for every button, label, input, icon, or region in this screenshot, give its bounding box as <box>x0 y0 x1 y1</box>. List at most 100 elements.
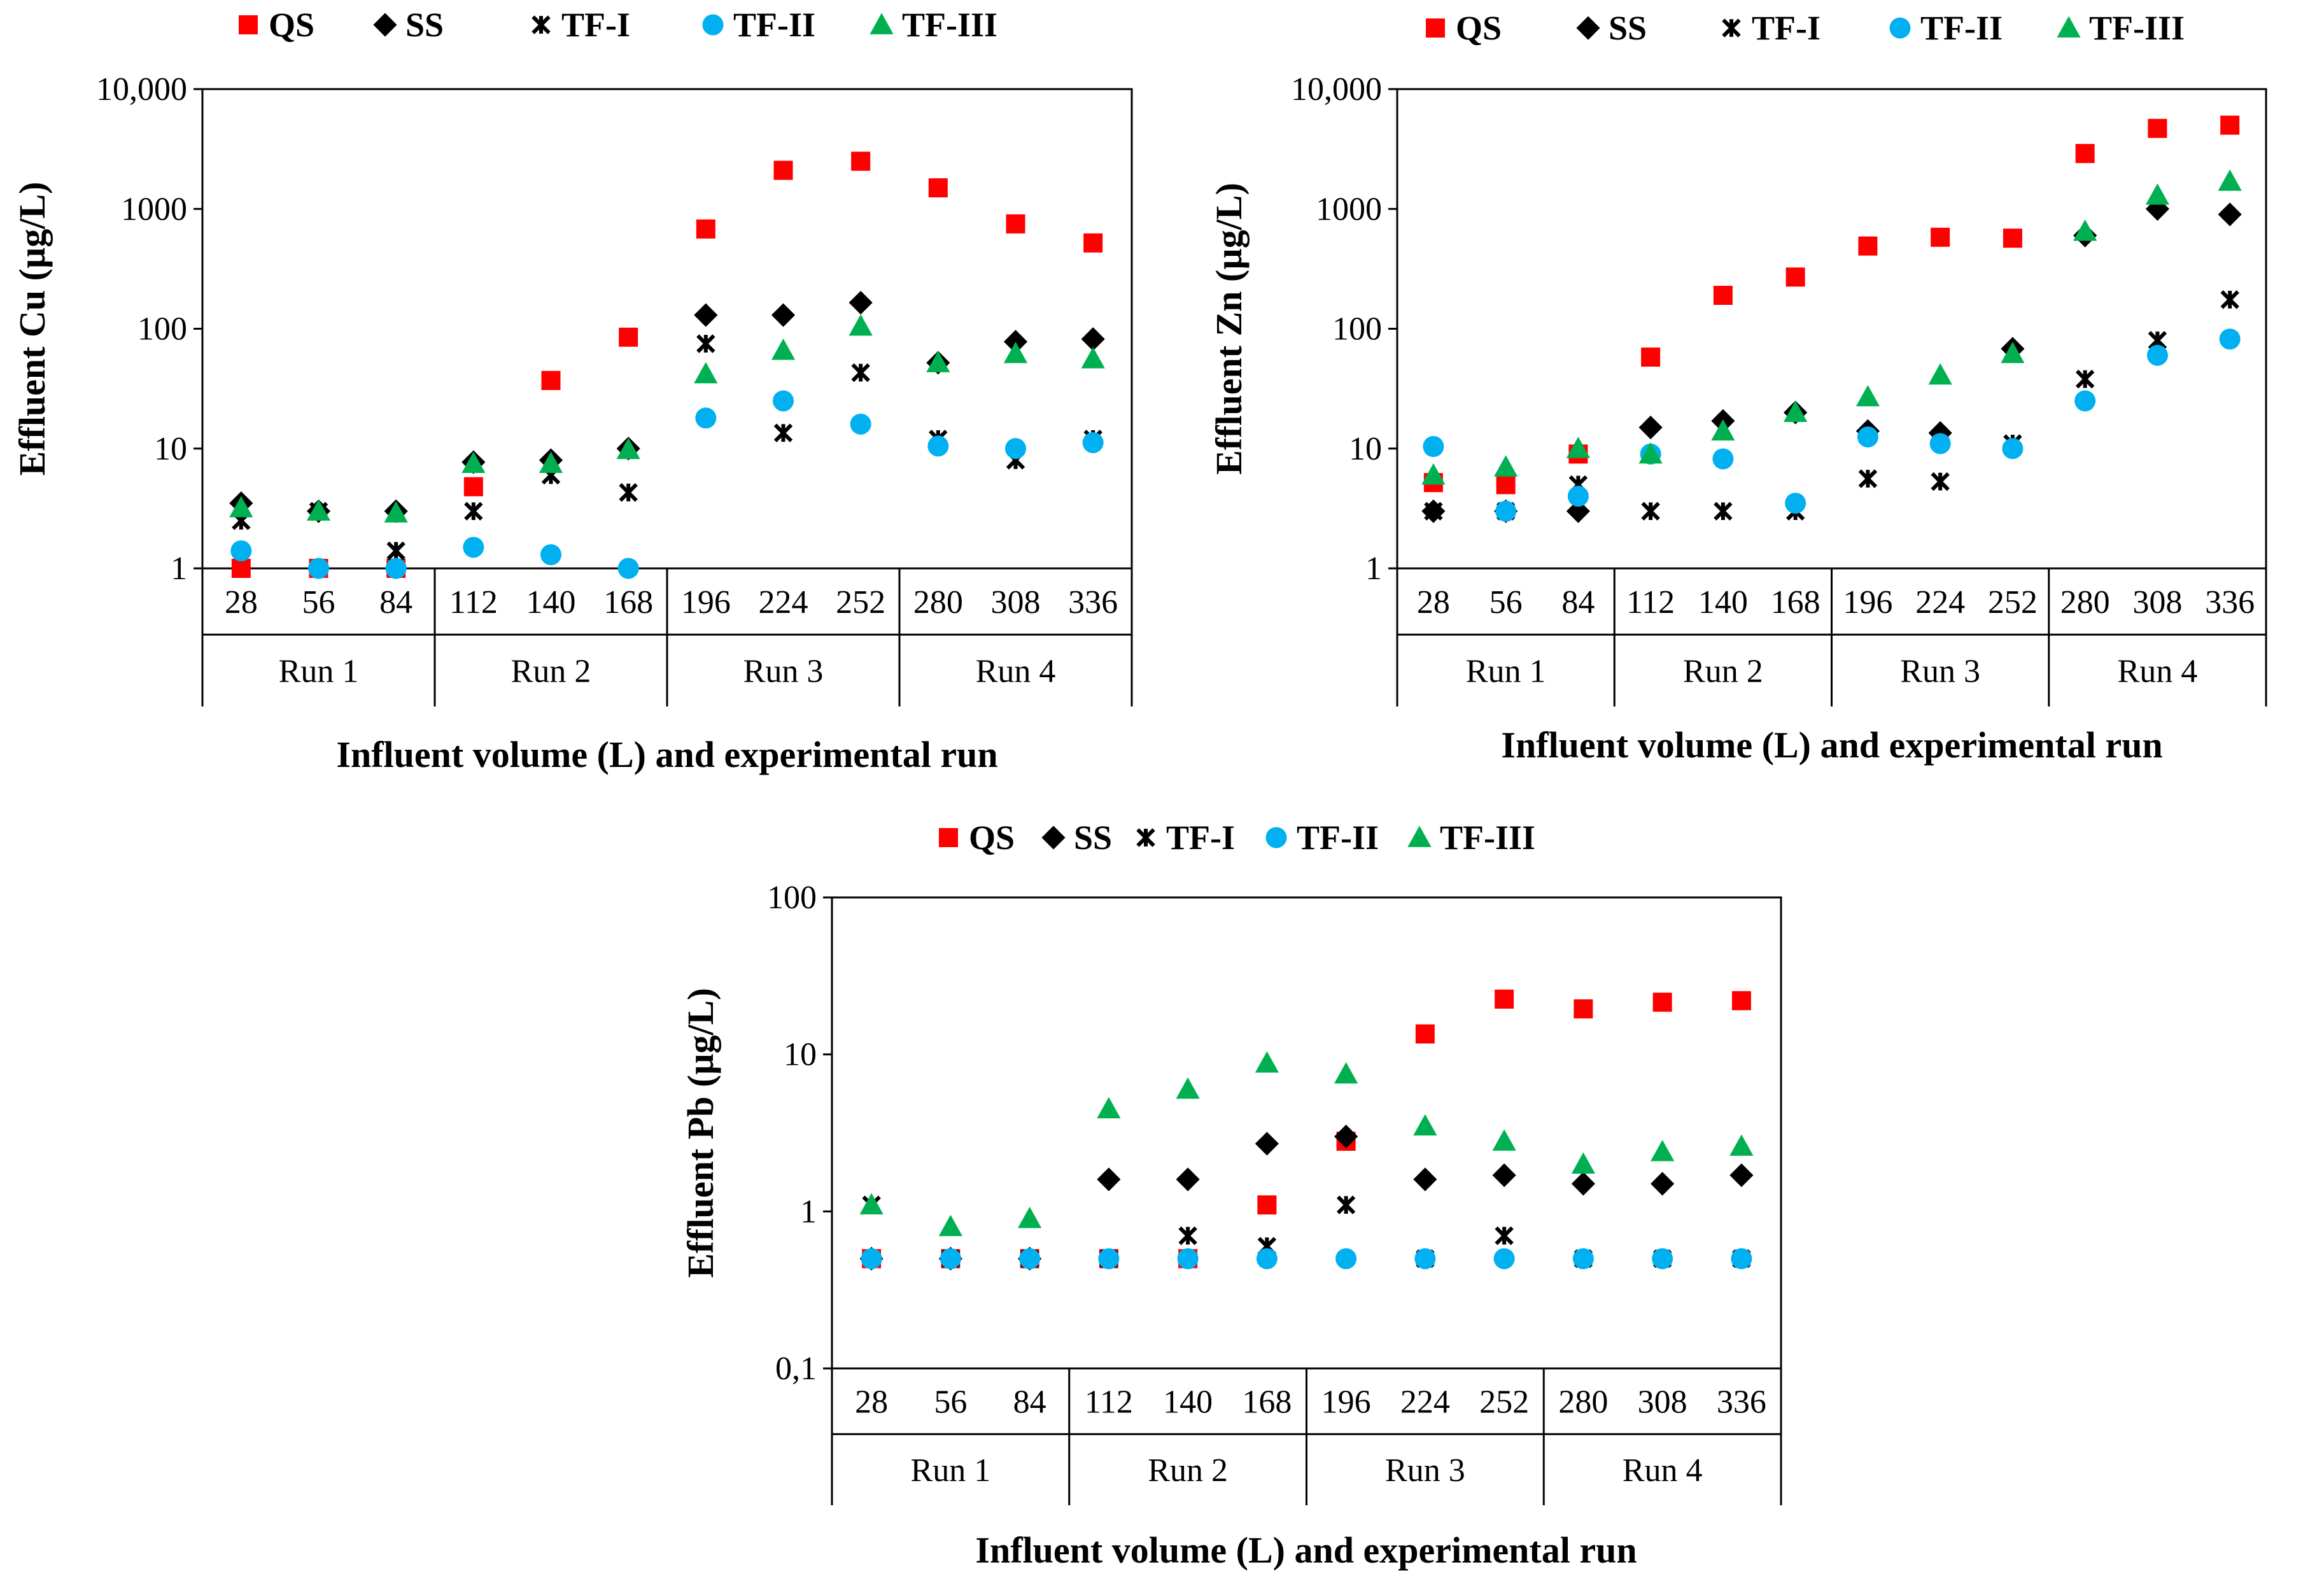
legend-marker-tf-ii <box>1889 17 1911 39</box>
x-tick-label: 308 <box>2132 584 2182 621</box>
data-point-qs <box>231 559 251 578</box>
data-point-tf-ii <box>1098 1248 1120 1270</box>
x-tick-label: 252 <box>1988 584 2038 621</box>
data-point-tf-ii <box>463 537 484 558</box>
data-point-ss <box>1492 1163 1516 1188</box>
data-point-qs <box>1731 991 1751 1011</box>
x-tick-label: 28 <box>1417 584 1450 621</box>
data-point-tf-i <box>696 334 715 353</box>
panel-zn: 1 10 100 1000 10,000 28 56 84 112 140 168 196 224 252… <box>1208 9 2267 766</box>
data-point-tf-i <box>1714 502 1733 521</box>
y-tick-label: 10,000 <box>96 71 187 108</box>
legend-label: SS <box>1074 819 1112 857</box>
data-point-tf-i <box>619 483 638 502</box>
x-tick-label: 140 <box>526 584 576 621</box>
run-label: Run 3 <box>1385 1452 1465 1489</box>
x-tick-label: 84 <box>1013 1384 1046 1421</box>
data-point-qs <box>928 178 948 198</box>
legend-marker-tf-iii <box>1407 826 1432 847</box>
data-point-tf-iii <box>849 314 873 336</box>
x-tick-label: 196 <box>681 584 731 621</box>
x-tick-label: 56 <box>302 584 335 621</box>
data-point-tf-iii <box>859 1193 884 1215</box>
y-tick-label: 1 <box>800 1193 817 1230</box>
data-point-ss <box>1176 1167 1200 1191</box>
legend-label: TF-II <box>1297 819 1379 857</box>
y-tick-label: 0,1 <box>775 1351 817 1387</box>
x-tick-label: 112 <box>1085 1384 1133 1421</box>
data-point-tf-ii <box>1493 1248 1515 1270</box>
data-point-ss <box>1081 327 1105 351</box>
legend-marker-ss <box>373 13 397 37</box>
data-point-tf-iii <box>1856 384 1880 407</box>
data-point-tf-ii <box>540 544 561 566</box>
y-tick-label: 10 <box>784 1037 817 1073</box>
data-point-ss <box>1003 330 1028 354</box>
x-tick-label: 168 <box>603 584 653 621</box>
x-tick-label: 252 <box>836 584 885 621</box>
data-point-tf-i <box>1336 1195 1356 1214</box>
legend-label: TF-III <box>2089 9 2185 47</box>
data-point-qs <box>696 219 715 239</box>
legend-marker-tf-ii <box>702 14 724 36</box>
y-axis-title: Effluent Cu (µg/L) <box>11 182 53 476</box>
x-tick-label: 308 <box>1638 1384 1687 1421</box>
x-tick-label: 336 <box>1068 584 1118 621</box>
data-point-tf-ii <box>861 1248 882 1270</box>
data-point-ss <box>1651 1172 1675 1196</box>
x-tick-label: 336 <box>2205 584 2255 621</box>
legend-label: TF-II <box>1920 9 2003 47</box>
data-point-tf-iii <box>1097 1097 1121 1119</box>
data-point-tf-iii <box>1928 363 1952 385</box>
data-point-tf-iii <box>2073 219 2097 241</box>
legend-label: QS <box>269 6 314 44</box>
x-tick-label: 140 <box>1698 584 1748 621</box>
data-point-tf-ii <box>1652 1248 1673 1270</box>
data-point-tf-iii <box>1494 455 1518 477</box>
data-point-tf-ii <box>2146 344 2168 366</box>
legend-marker-tf-ii <box>1265 827 1287 848</box>
data-point-tf-ii <box>927 435 949 457</box>
y-tick-label: 10 <box>1349 431 1382 467</box>
run-label: Run 1 <box>279 654 359 690</box>
data-point-tf-iii <box>1784 400 1808 422</box>
data-point-ss <box>1566 499 1590 523</box>
x-tick-label: 336 <box>1717 1384 1766 1421</box>
data-point-tf-ii <box>1005 438 1026 460</box>
data-point-qs <box>851 151 871 171</box>
panel-pb: 0,1 1 10 100 28 56 84 112 140 168 196 224 252 280 308 3… <box>680 819 1782 1571</box>
data-point-tf-ii <box>308 558 329 579</box>
data-point-qs <box>541 370 561 390</box>
x-tick-label: 196 <box>1843 584 1892 621</box>
legend-marker-qs <box>239 15 258 34</box>
data-point-tf-ii <box>2074 390 2096 412</box>
legend-label: SS <box>1609 9 1647 47</box>
x-tick-label: 224 <box>1915 584 1965 621</box>
data-point-tf-ii <box>1495 500 1517 522</box>
run-label: Run 4 <box>2118 654 2198 690</box>
data-point-tf-iii <box>2001 341 2025 363</box>
data-point-tf-ii <box>940 1248 961 1270</box>
data-point-tf-iii <box>1081 347 1105 369</box>
data-point-tf-iii <box>694 362 718 384</box>
data-point-tf-ii <box>230 540 252 561</box>
legend-label: QS <box>1456 9 1502 47</box>
data-point-qs <box>1083 233 1103 253</box>
data-point-tf-i <box>2220 290 2239 309</box>
data-point-tf-ii <box>2002 438 2024 460</box>
data-point-tf-ii <box>1177 1248 1199 1270</box>
data-point-ss <box>694 303 718 327</box>
data-point-tf-iii <box>771 338 796 360</box>
x-axis-title: Influent volume (L) and experimental run <box>1501 724 2162 766</box>
run-label: Run 1 <box>1466 654 1546 690</box>
plot-area <box>201 88 1133 570</box>
data-point-tf-iii <box>1566 437 1590 458</box>
data-point-qs <box>1006 214 1025 234</box>
data-point-ss <box>1413 1167 1437 1191</box>
data-point-tf-ii <box>850 413 871 435</box>
data-point-tf-i <box>1641 502 1660 521</box>
data-point-qs <box>1713 286 1733 306</box>
y-tick-label: 100 <box>1332 311 1382 348</box>
y-tick-label: 10,000 <box>1291 71 1382 108</box>
data-point-tf-iii <box>1334 1062 1358 1084</box>
